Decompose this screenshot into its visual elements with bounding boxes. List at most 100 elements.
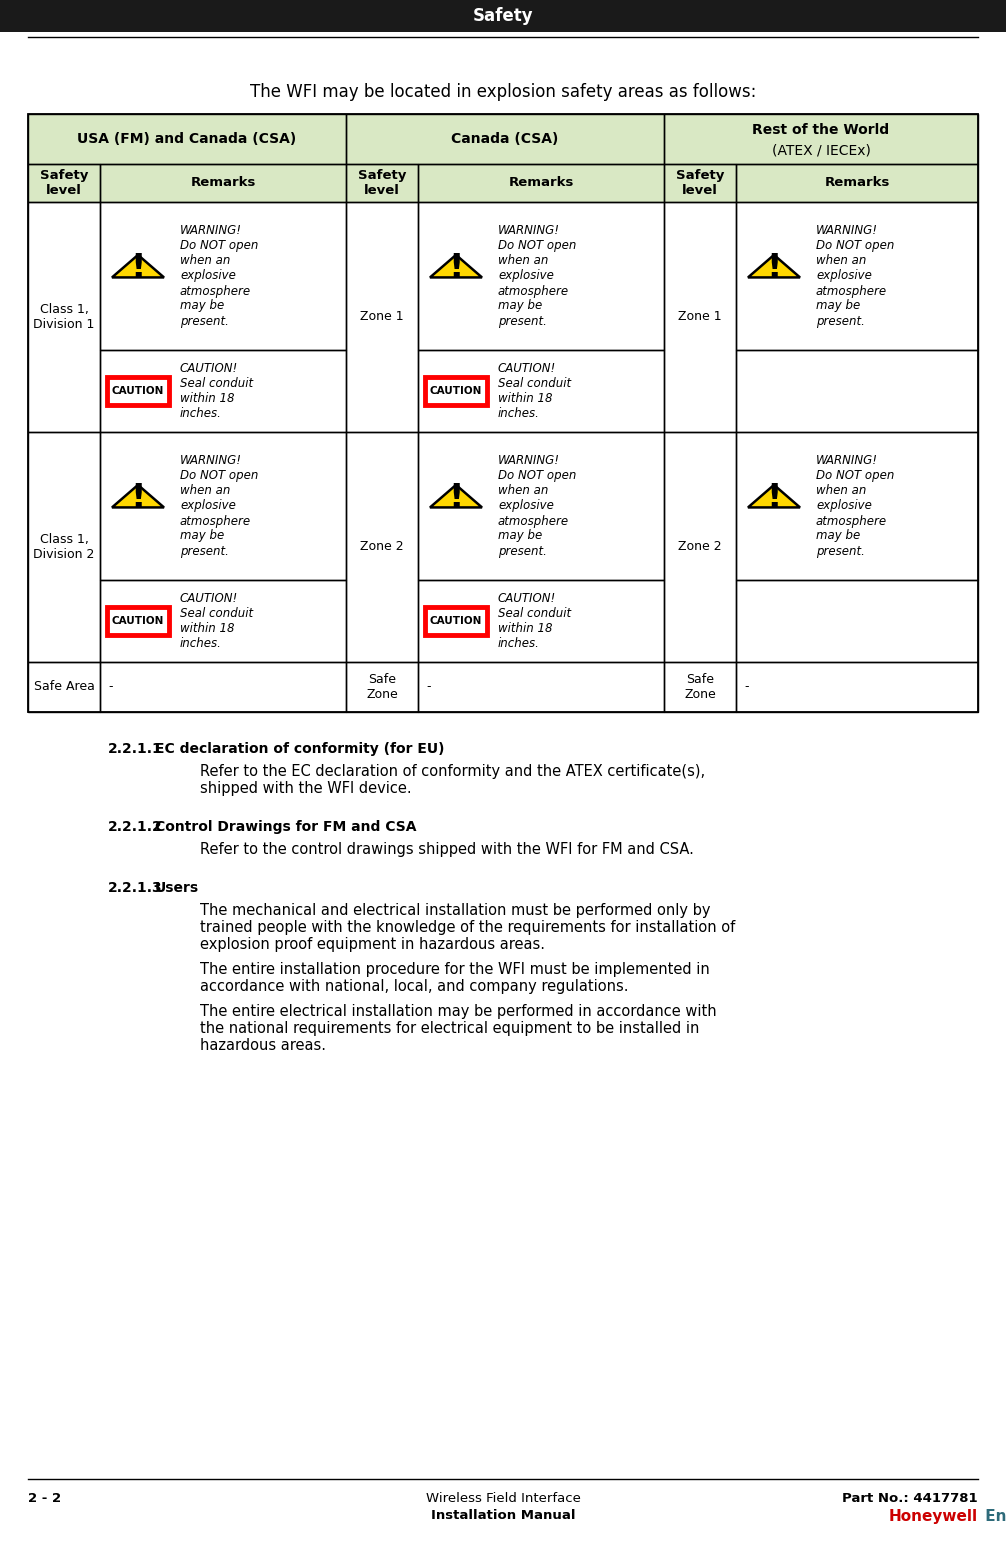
Text: CAUTION!
Seal conduit
within 18
inches.: CAUTION! Seal conduit within 18 inches. [498, 593, 571, 650]
Bar [736, 350, 978, 432]
Bar [346, 203, 418, 350]
Bar [346, 114, 664, 164]
Text: Remarks: Remarks [190, 176, 256, 189]
Bar [664, 114, 978, 164]
Polygon shape [112, 255, 164, 277]
Bar [736, 580, 978, 662]
Text: The mechanical and electrical installation must be performed only by: The mechanical and electrical installati… [200, 903, 710, 917]
Bar [28, 662, 100, 712]
Text: CAUTION: CAUTION [430, 387, 482, 396]
Text: Honeywell: Honeywell [889, 1508, 978, 1524]
Bar [100, 164, 346, 203]
Polygon shape [748, 255, 800, 277]
Polygon shape [430, 484, 482, 507]
Text: WARNING!
Do NOT open
when an
explosive
atmosphere
may be
present.: WARNING! Do NOT open when an explosive a… [816, 224, 894, 328]
Polygon shape [748, 484, 800, 507]
Bar [28, 203, 100, 350]
Bar [736, 580, 978, 662]
Bar [100, 432, 346, 580]
Text: USA (FM) and Canada (CSA): USA (FM) and Canada (CSA) [77, 131, 297, 145]
Text: !: ! [130, 483, 146, 515]
Bar [28, 114, 978, 712]
FancyBboxPatch shape [425, 377, 487, 405]
Polygon shape [112, 484, 164, 507]
Text: Enraf: Enraf [980, 1508, 1006, 1524]
Text: !: ! [449, 483, 464, 515]
Text: !: ! [130, 252, 146, 285]
Text: 2.2.1.2: 2.2.1.2 [108, 820, 163, 834]
Text: Wireless Field Interface: Wireless Field Interface [426, 1491, 580, 1505]
Bar [346, 164, 418, 203]
FancyBboxPatch shape [107, 377, 169, 405]
Bar [736, 662, 978, 712]
Text: trained people with the knowledge of the requirements for installation of: trained people with the knowledge of the… [200, 920, 735, 934]
Bar [736, 432, 978, 580]
Text: CAUTION: CAUTION [430, 616, 482, 627]
Text: Safe Area: Safe Area [33, 681, 95, 693]
FancyBboxPatch shape [107, 606, 169, 634]
Text: !: ! [767, 483, 782, 515]
Text: Class 1,
Division 2: Class 1, Division 2 [33, 534, 95, 562]
Bar [736, 203, 978, 350]
Text: hazardous areas.: hazardous areas. [200, 1038, 326, 1054]
Bar [100, 203, 346, 350]
Text: Safe
Zone: Safe Zone [366, 673, 398, 701]
Bar [28, 432, 100, 662]
Bar [346, 432, 418, 662]
Bar [100, 350, 346, 432]
Text: The entire installation procedure for the WFI must be implemented in: The entire installation procedure for th… [200, 962, 710, 978]
Text: Zone 1: Zone 1 [678, 311, 722, 323]
Text: Remarks: Remarks [508, 176, 573, 189]
Bar [100, 662, 346, 712]
Bar [418, 164, 664, 203]
Bar [418, 580, 664, 662]
Bar [736, 203, 978, 350]
Bar [100, 350, 346, 432]
FancyBboxPatch shape [425, 606, 487, 634]
Text: -: - [108, 681, 113, 693]
Bar [664, 662, 736, 712]
Bar [100, 432, 346, 580]
Text: Canada (CSA): Canada (CSA) [452, 131, 558, 145]
Bar [736, 164, 978, 203]
Text: Safety
level: Safety level [40, 169, 89, 196]
Text: Safety
level: Safety level [358, 169, 406, 196]
Bar [346, 432, 418, 662]
Bar [418, 350, 664, 432]
Text: Refer to the EC declaration of conformity and the ATEX certificate(s),: Refer to the EC declaration of conformit… [200, 764, 705, 780]
Text: The WFI may be located in explosion safety areas as follows:: The WFI may be located in explosion safe… [249, 84, 757, 101]
Text: (ATEX / IECEx): (ATEX / IECEx) [772, 142, 870, 156]
Bar [664, 203, 736, 350]
Bar [346, 662, 418, 712]
Bar [28, 203, 100, 432]
Text: Zone 1: Zone 1 [360, 311, 403, 323]
Text: -: - [426, 681, 431, 693]
Text: CAUTION: CAUTION [112, 616, 164, 627]
Text: Control Drawings for FM and CSA: Control Drawings for FM and CSA [155, 820, 416, 834]
Bar [664, 164, 736, 203]
Bar [28, 164, 100, 203]
Text: Zone 2: Zone 2 [360, 540, 403, 554]
Bar [736, 432, 978, 580]
Bar [418, 164, 664, 203]
Bar [28, 432, 100, 580]
Text: WARNING!
Do NOT open
when an
explosive
atmosphere
may be
present.: WARNING! Do NOT open when an explosive a… [180, 455, 259, 557]
Text: CAUTION: CAUTION [112, 387, 164, 396]
Bar [664, 662, 736, 712]
Bar [28, 662, 100, 712]
Bar [664, 432, 736, 662]
Text: the national requirements for electrical equipment to be installed in: the national requirements for electrical… [200, 1021, 699, 1036]
Bar [28, 432, 100, 662]
Text: Safety: Safety [473, 8, 533, 25]
Bar [28, 203, 100, 432]
Bar [100, 580, 346, 662]
Bar [736, 662, 978, 712]
Text: Class 1,
Division 1: Class 1, Division 1 [33, 303, 95, 331]
Text: !: ! [767, 252, 782, 285]
Text: 2.2.1.1: 2.2.1.1 [108, 743, 163, 756]
Text: -: - [744, 681, 748, 693]
Bar [100, 203, 346, 350]
Bar [346, 432, 418, 580]
Text: EC declaration of conformity (for EU): EC declaration of conformity (for EU) [155, 743, 445, 756]
Polygon shape [430, 255, 482, 277]
